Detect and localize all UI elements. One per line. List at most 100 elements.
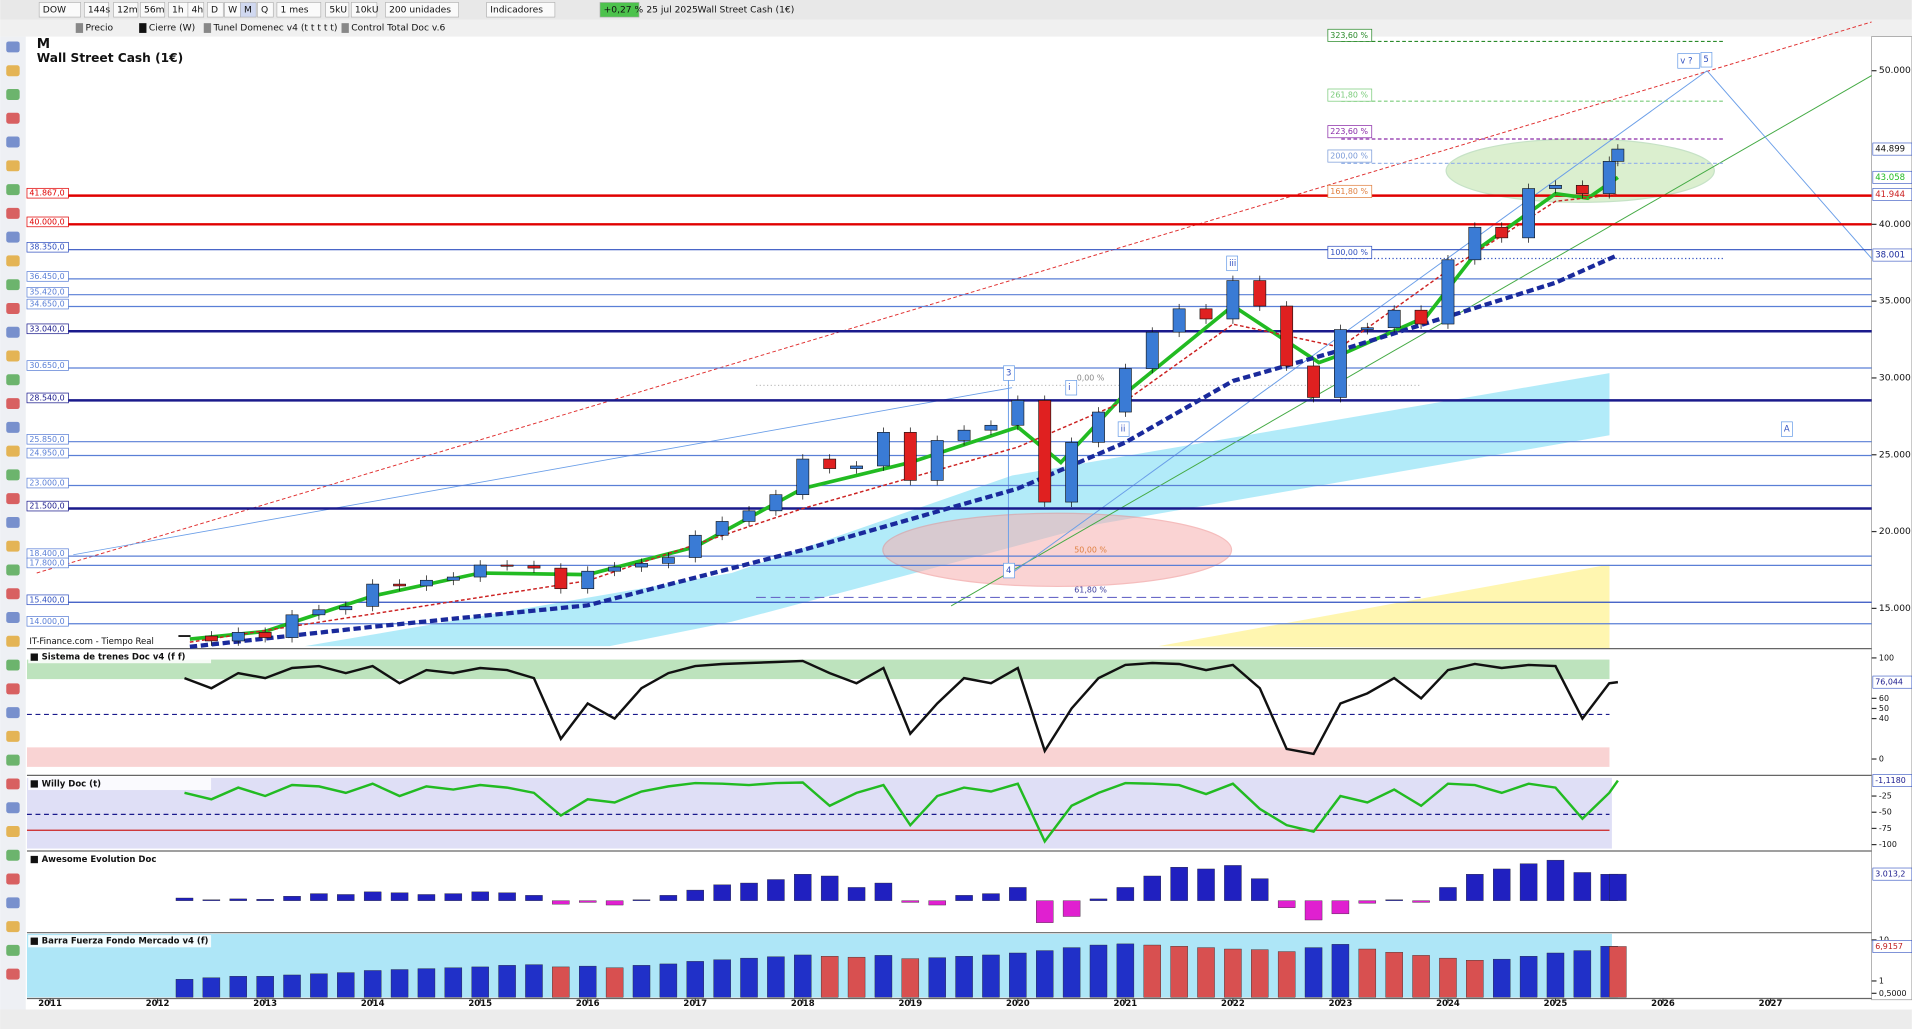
tool-icon[interactable] xyxy=(6,184,20,196)
interval-button[interactable]: 144s xyxy=(88,5,110,15)
interval-button-box[interactable] xyxy=(257,2,274,18)
indicators-button-box[interactable] xyxy=(486,2,556,18)
tool-icon[interactable] xyxy=(6,897,20,909)
tool-icon[interactable] xyxy=(6,707,20,719)
tool-icon[interactable] xyxy=(6,421,20,433)
level-label-box xyxy=(26,216,69,228)
tool-icon[interactable] xyxy=(6,968,20,980)
legend-item[interactable]: Control Total Doc v.6 xyxy=(351,24,445,34)
tool-icon[interactable] xyxy=(6,826,20,837)
candle xyxy=(796,458,810,496)
tool-icon[interactable] xyxy=(6,849,20,861)
interval-button[interactable]: M xyxy=(244,5,252,15)
tool-icon[interactable] xyxy=(6,944,20,956)
tool-icon[interactable] xyxy=(6,398,20,410)
symbol[interactable]: DOW xyxy=(43,5,66,15)
legend-item[interactable]: Precio xyxy=(85,24,113,34)
tool-icon[interactable] xyxy=(6,231,20,243)
tool-icon[interactable] xyxy=(6,754,20,766)
tool-icon[interactable] xyxy=(6,89,20,100)
trend-line xyxy=(950,75,1872,607)
legend-item[interactable]: Cierre (W) xyxy=(149,24,195,34)
wave-label-box xyxy=(1117,421,1130,437)
tool-icon[interactable] xyxy=(6,350,20,362)
count[interactable]: 200 unidades xyxy=(389,5,451,15)
indicators-button[interactable]: Indicadores xyxy=(490,5,543,15)
tool-icon[interactable] xyxy=(6,493,20,505)
interval-button-box[interactable] xyxy=(187,2,205,18)
candle xyxy=(1280,305,1294,367)
tool-icon[interactable] xyxy=(6,516,20,528)
indicator-bar xyxy=(202,977,221,998)
panel-icon xyxy=(30,653,38,661)
y-tick-label: -100 xyxy=(1879,840,1897,849)
tool-icon[interactable] xyxy=(6,778,20,790)
interval-button[interactable]: 1h xyxy=(172,5,184,15)
tool-icon[interactable] xyxy=(6,730,20,742)
candle xyxy=(1307,365,1320,398)
indicator-bar xyxy=(659,963,678,998)
tool-icon[interactable] xyxy=(6,160,20,172)
unit-button[interactable]: 5kU xyxy=(329,5,347,15)
tool-icon[interactable] xyxy=(6,540,20,552)
legend-item[interactable]: Tunel Domenec v4 (t t t t t) xyxy=(213,24,338,34)
tool-icon[interactable] xyxy=(6,302,20,314)
y-tick-label: 30.000 xyxy=(1879,373,1911,383)
tool-icon[interactable] xyxy=(6,659,20,671)
period-box[interactable] xyxy=(276,2,322,18)
tool-icon[interactable] xyxy=(6,279,20,291)
band xyxy=(26,777,1612,849)
instrument: Wall Street Cash (1€) xyxy=(698,5,795,15)
tool-icon[interactable] xyxy=(6,588,20,600)
indicator-bar xyxy=(1573,950,1592,998)
tool-icon[interactable] xyxy=(6,612,20,624)
interval-button-box[interactable] xyxy=(207,2,224,18)
tool-icon[interactable] xyxy=(6,683,20,695)
indicator-bar xyxy=(1493,868,1511,901)
indicator-bar xyxy=(1116,943,1135,998)
unit-button[interactable]: 10kU xyxy=(355,5,379,15)
tool-icon[interactable] xyxy=(6,207,20,219)
symbol-box[interactable] xyxy=(38,2,81,18)
candle xyxy=(608,566,622,572)
x-tick-label: 2018 xyxy=(791,999,815,1009)
tool-icon[interactable] xyxy=(6,136,20,148)
tool-icon[interactable] xyxy=(6,469,20,481)
tool-icon[interactable] xyxy=(6,873,20,885)
interval-button-box[interactable] xyxy=(113,2,139,18)
tool-icon[interactable] xyxy=(6,112,20,124)
indicator-bar xyxy=(928,957,946,998)
indicator-line xyxy=(184,659,1619,756)
indicator-bar xyxy=(1089,898,1108,901)
fib-label: 0,00 % xyxy=(1077,373,1105,382)
fib-label: 50,00 % xyxy=(1074,545,1107,554)
interval-button[interactable]: Q xyxy=(261,5,268,15)
unit-button-box[interactable] xyxy=(325,2,350,18)
interval-button[interactable]: 4h xyxy=(192,5,204,15)
interval-button-box[interactable] xyxy=(240,2,257,18)
tool-icon[interactable] xyxy=(6,802,20,814)
tool-icon[interactable] xyxy=(6,445,20,457)
count-box[interactable] xyxy=(385,2,459,18)
tool-icon[interactable] xyxy=(6,635,20,647)
unit-button-box[interactable] xyxy=(350,2,378,18)
tool-icon[interactable] xyxy=(6,921,20,933)
interval-button-box[interactable] xyxy=(83,2,109,18)
tool-icon[interactable] xyxy=(6,564,20,576)
interval-button[interactable]: D xyxy=(211,5,218,15)
y-tick-label: 10 xyxy=(1879,935,1889,944)
candle xyxy=(285,614,299,638)
candle xyxy=(500,564,514,567)
interval-button-box[interactable] xyxy=(140,2,166,18)
interval-button[interactable]: W xyxy=(228,5,237,15)
tool-icon[interactable] xyxy=(6,41,20,53)
tool-icon[interactable] xyxy=(6,374,20,386)
candle xyxy=(1602,161,1616,194)
period[interactable]: 1 mes xyxy=(281,5,309,15)
tool-icon[interactable] xyxy=(6,255,20,267)
candle xyxy=(1387,309,1401,329)
interval-button[interactable]: 12m xyxy=(117,5,138,15)
tool-icon[interactable] xyxy=(6,326,20,338)
interval-button[interactable]: 56m xyxy=(144,5,165,15)
tool-icon[interactable] xyxy=(6,65,20,77)
